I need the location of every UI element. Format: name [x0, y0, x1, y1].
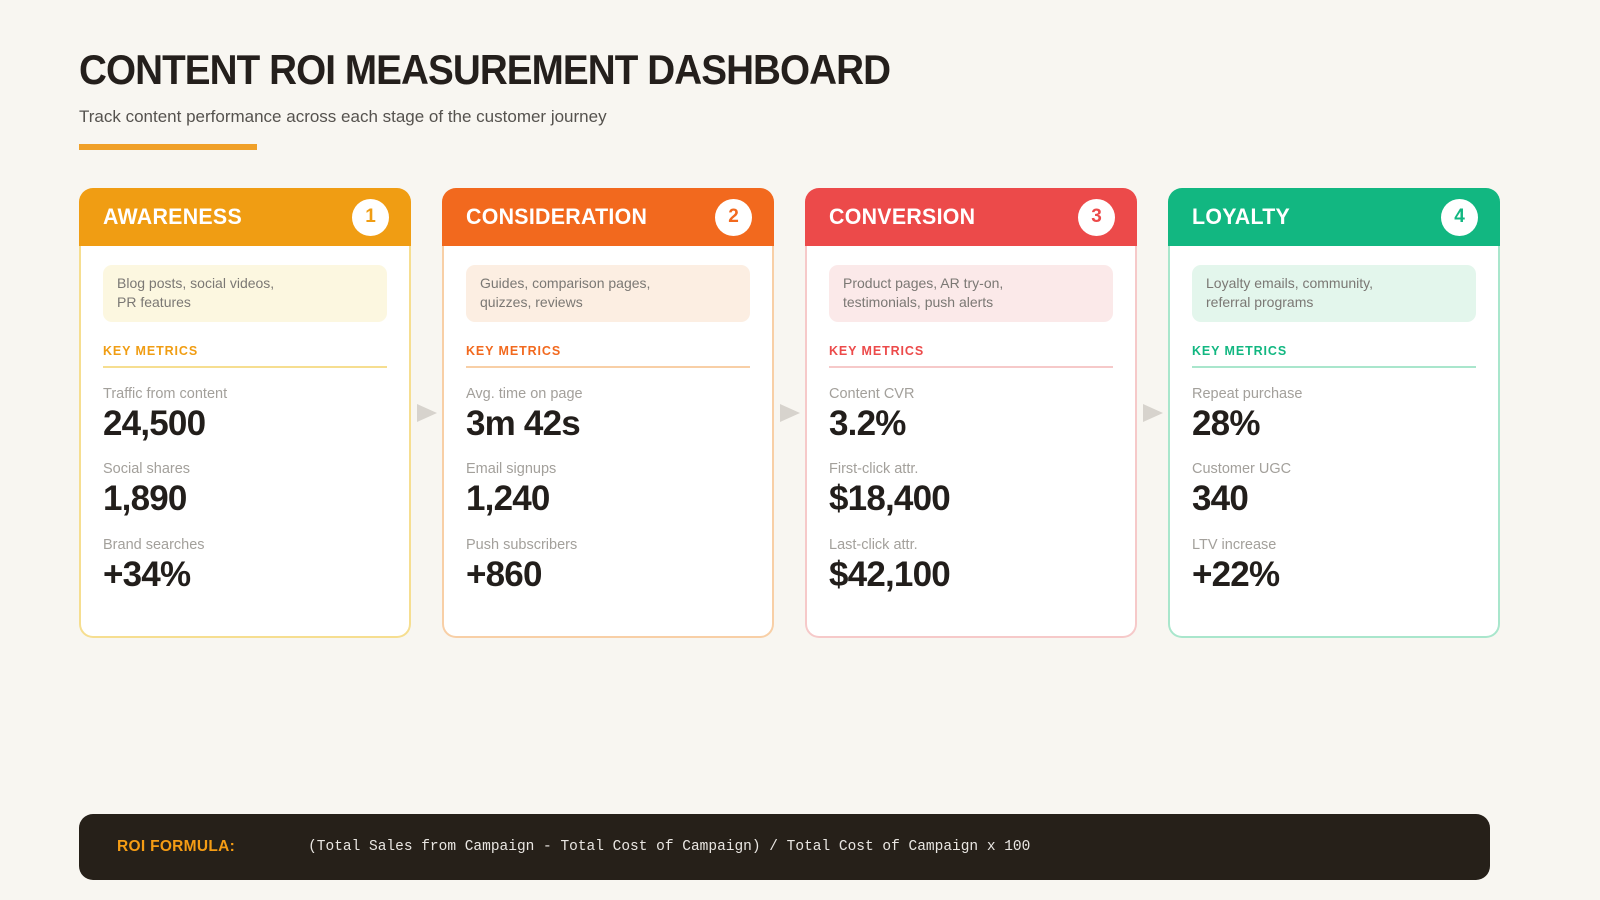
metric-value: $18,400: [829, 479, 951, 519]
metric-value: +34%: [103, 554, 191, 594]
stage-title: CONSIDERATION: [466, 204, 648, 229]
stage-card-header: CONVERSION 3: [805, 188, 1137, 246]
stage-card-consideration: CONSIDERATION 2 Guides, comparison pages…: [442, 188, 774, 638]
stage-title: AWARENESS: [103, 204, 242, 229]
metric-label: Content CVR: [829, 385, 915, 402]
stage-card-awareness: AWARENESS 1 Blog posts, social videos, P…: [79, 188, 411, 638]
stage-number-badge: 1: [352, 198, 389, 236]
metric-label: Social shares: [103, 461, 191, 478]
stage-title: LOYALTY: [1192, 204, 1291, 229]
metric: LTV increase +22%: [1192, 537, 1476, 595]
metric-label: LTV increase: [1192, 536, 1277, 553]
key-metrics-heading: KEY METRICS: [103, 344, 387, 368]
stage-card-header: LOYALTY 4: [1168, 188, 1500, 246]
metric-value: 28%: [1192, 403, 1260, 443]
metric: Traffic from content 24,500: [103, 386, 387, 444]
metric-value: +22%: [1192, 554, 1280, 594]
stage-number-badge: 2: [715, 198, 752, 236]
stage-description: Product pages, AR try-on, testimonials, …: [829, 265, 1113, 322]
metric-value: 1,890: [103, 479, 187, 519]
metric-label: Email signups: [466, 461, 557, 478]
stage-card-body: Product pages, AR try-on, testimonials, …: [805, 246, 1137, 638]
metric-value: 24,500: [103, 403, 206, 443]
metric-label: Repeat purchase: [1192, 385, 1303, 402]
stage-description: Guides, comparison pages, quizzes, revie…: [466, 265, 750, 322]
metric: Brand searches +34%: [103, 537, 387, 595]
arrow-right-icon: [779, 404, 800, 422]
stage-connector: [1137, 404, 1168, 422]
stage-title: CONVERSION: [829, 204, 976, 229]
metric: Customer UGC 340: [1192, 461, 1476, 519]
metric-value: 3.2%: [829, 403, 906, 443]
metric: Last-click attr. $42,100: [829, 537, 1113, 595]
metric-value: $42,100: [829, 554, 951, 594]
stage-card-loyalty: LOYALTY 4 Loyalty emails, community, ref…: [1168, 188, 1500, 638]
stage-card-body: Loyalty emails, community, referral prog…: [1168, 246, 1500, 638]
metric-value: +860: [466, 554, 542, 594]
stage-connector: [774, 404, 805, 422]
page-subtitle: Track content performance across each st…: [79, 107, 607, 126]
metric-value: 3m 42s: [466, 403, 581, 443]
metric-value: 340: [1192, 479, 1249, 519]
stage-card-header: CONSIDERATION 2: [442, 188, 774, 246]
metric-label: Traffic from content: [103, 385, 228, 402]
stage-connector: [411, 404, 442, 422]
metric-label: Brand searches: [103, 536, 205, 553]
journey-stages-row: AWARENESS 1 Blog posts, social videos, P…: [79, 188, 1521, 638]
stage-card-conversion: CONVERSION 3 Product pages, AR try-on, t…: [805, 188, 1137, 638]
page-title: CONTENT ROI MEASUREMENT DASHBOARD: [79, 46, 891, 93]
metric-label: First-click attr.: [829, 461, 919, 478]
metric: Email signups 1,240: [466, 461, 750, 519]
arrow-right-icon: [1142, 404, 1163, 422]
stage-number-badge: 3: [1078, 198, 1115, 236]
stage-number-badge: 4: [1441, 198, 1478, 236]
metric: Avg. time on page 3m 42s: [466, 386, 750, 444]
metric-label: Push subscribers: [466, 536, 578, 553]
stage-card-body: Guides, comparison pages, quizzes, revie…: [442, 246, 774, 638]
stage-card-header: AWARENESS 1: [79, 188, 411, 246]
roi-formula-text: (Total Sales from Campaign - Total Cost …: [308, 839, 1031, 855]
metric-label: Customer UGC: [1192, 461, 1292, 478]
metric: Repeat purchase 28%: [1192, 386, 1476, 444]
key-metrics-heading: KEY METRICS: [829, 344, 1113, 368]
metric: Social shares 1,890: [103, 461, 387, 519]
metric: Content CVR 3.2%: [829, 386, 1113, 444]
metric-value: 1,240: [466, 479, 550, 519]
title-accent-rule: [79, 144, 257, 150]
metric: Push subscribers +860: [466, 537, 750, 595]
stage-card-body: Blog posts, social videos, PR features K…: [79, 246, 411, 638]
arrow-right-icon: [416, 404, 437, 422]
metric: First-click attr. $18,400: [829, 461, 1113, 519]
key-metrics-heading: KEY METRICS: [466, 344, 750, 368]
key-metrics-heading: KEY METRICS: [1192, 344, 1476, 368]
metric-label: Avg. time on page: [466, 385, 583, 402]
metric-label: Last-click attr.: [829, 536, 918, 553]
roi-formula-label: ROI FORMULA:: [117, 838, 236, 855]
roi-formula-bar: ROI FORMULA: (Total Sales from Campaign …: [79, 814, 1490, 880]
dashboard: CONTENT ROI MEASUREMENT DASHBOARD Track …: [79, 0, 1521, 880]
stage-description: Loyalty emails, community, referral prog…: [1192, 265, 1476, 322]
stage-description: Blog posts, social videos, PR features: [103, 265, 387, 322]
